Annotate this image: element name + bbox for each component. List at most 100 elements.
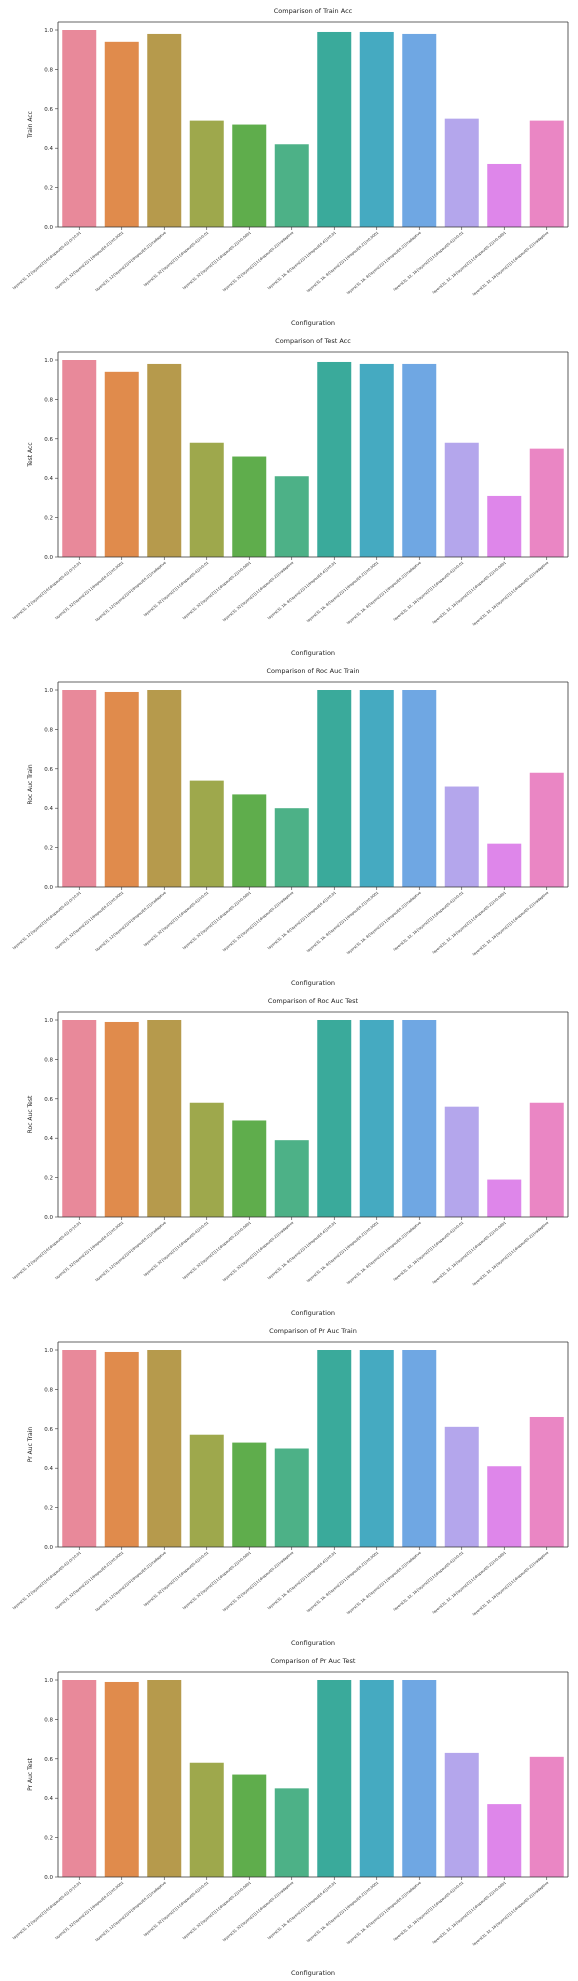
x-tick-label: layers[3], 16, 8{layers[2]}1{dropout[0.4… [267,231,337,291]
bar [487,1466,522,1547]
bar [232,1442,267,1547]
bar [104,1681,139,1877]
bar [189,1762,224,1877]
x-tick-label: layers[3], 16, 8{layers[2]}1{dropout[0.2… [346,1880,422,1945]
x-tick-label: layers[3], 16, 8{layers[2]}1{dropout[0.2… [306,231,379,293]
y-tick-label: 0.2 [44,1836,53,1842]
bar [402,33,437,227]
x-tick-label: layers[3], 12{layers[2]}0{dropout[0.2]}l… [95,1880,168,1942]
x-tick-label: layers[3], 32{layers[2]}1{dropout[0.2]}l… [222,890,295,952]
bar [359,1020,394,1217]
bar [487,163,522,227]
bar [402,1680,437,1877]
chart-panel: Comparison of Roc Auc Test 0.0 0.2 0.4 0.6 0.… [12,997,569,1317]
bar [104,41,139,227]
bar [317,361,352,557]
y-tick-label: 0.2 [44,1506,53,1512]
x-tick-label: layers[3], 32, 16{layers[2]}1{dropout[0.… [432,891,507,955]
bar [274,1448,309,1547]
x-tick-label: layers[3], 32, 16{layers[2]}1{dropout[0.… [393,1881,465,1942]
x-tick-label: layers[3], 12{layers[2]}0{dropout[0.4]}{… [12,1881,82,1941]
x-tick-label: layers[3], 16, 8{layers[2]}1{dropout[0.4… [267,1881,337,1941]
bar [529,772,564,887]
x-axis-label: Configuration [291,1969,335,1977]
y-axis-label: Test Acc [27,442,34,467]
x-tick-label: layers[3], 32{layers[2]}1{dropout[0.2]}l… [182,561,252,621]
bar [444,1106,479,1217]
x-tick-label: layers[3], 16, 8{layers[2]}1{dropout[0.2… [306,561,379,623]
x-axis-label: Configuration [291,649,335,657]
bar [444,1752,479,1877]
x-tick-label: layers[3], 32, 16{layers[2]}1{dropout[0.… [393,891,465,952]
x-tick-label: layers[3], 32{layers[2]}1{dropout[0.2]}l… [182,1881,252,1941]
chart-title: Comparison of Roc Auc Train [267,667,360,675]
bar [317,1680,352,1877]
chart-panel: Comparison of Test Acc 0.0 0.2 0.4 0.6 0.8 1.0… [12,337,569,657]
x-tick-label: layers[3], 32, 16{layers[2]}1{dropout[0.… [472,560,550,626]
y-tick-label: 0.4 [44,476,53,482]
bar [529,448,564,557]
bar [274,1140,309,1217]
y-tick-label: 0.4 [44,806,53,812]
y-tick-label: 0.8 [44,1057,53,1063]
y-tick-label: 0.2 [44,186,53,192]
x-tick-label: layers[3], 16, 8{layers[2]}1{dropout[0.2… [346,890,422,955]
x-tick-label: layers[3], 32{layers[2]}1{dropout[0.2]}l… [55,561,125,621]
x-tick-label: layers[3], 32, 16{layers[2]}1{dropout[0.… [432,231,507,295]
x-tick-label: layers[3], 32{layers[2]}1{dropout[0.2]}l… [222,1550,295,1612]
bar [232,794,267,887]
y-tick-label: 1.0 [44,1018,53,1024]
chart-title: Comparison of Pr Auc Test [271,1657,356,1665]
y-tick-label: 0.6 [44,767,53,773]
bar [274,476,309,557]
bar [529,1102,564,1217]
x-tick-label: layers[3], 16, 8{layers[2]}1{dropout[0.4… [267,891,337,951]
bar [402,1350,437,1547]
y-tick-label: 0.8 [44,727,53,733]
x-tick-label: layers[3], 16, 8{layers[2]}1{dropout[0.4… [267,561,337,621]
bar [147,33,182,227]
x-tick-label: layers[3], 32{layers[2]}1{dropout[0.2]}l… [55,891,125,951]
x-tick-label: layers[3], 32, 16{layers[2]}1{dropout[0.… [472,1550,550,1616]
y-tick-label: 0.6 [44,1757,53,1763]
bar [444,118,479,227]
x-tick-label: layers[3], 32{layers[2]}1{dropout[0.2]}l… [55,1881,125,1941]
bar [189,442,224,557]
y-tick-label: 0.8 [44,397,53,403]
y-tick-label: 0.0 [44,1875,53,1881]
x-tick-label: layers[3], 32{layers[2]}1{dropout[0.2]}l… [222,560,295,622]
y-axis-label: Pr Auc Train [27,1427,34,1463]
x-tick-label: layers[3], 32, 16{layers[2]}1{dropout[0.… [432,1551,507,1615]
y-tick-label: 0.8 [44,1387,53,1393]
x-axis-label: Configuration [291,319,335,327]
bar [317,1020,352,1217]
bar [487,843,522,887]
y-tick-label: 0.0 [44,1215,53,1221]
bar [147,1020,182,1217]
x-tick-label: layers[3], 12{layers[2]}0{dropout[0.4]}{… [12,561,82,621]
bar [62,360,97,557]
y-axis-label: Train Acc [27,111,34,139]
x-tick-label: layers[3], 32, 16{layers[2]}1{dropout[0.… [432,561,507,625]
bar [147,1680,182,1877]
bar [147,690,182,887]
chart-title: Comparison of Test Acc [275,337,351,345]
bar [274,808,309,887]
bar [444,442,479,557]
bar [189,120,224,227]
x-tick-label: layers[3], 16, 8{layers[2]}1{dropout[0.2… [306,1881,379,1943]
bar [487,495,522,557]
bar [62,690,97,887]
bar [274,1788,309,1877]
bar [402,690,437,887]
x-tick-label: layers[3], 16, 8{layers[2]}1{dropout[0.2… [346,1220,422,1285]
y-axis-label: Pr Auc Test [27,1757,34,1790]
x-tick-label: layers[3], 16, 8{layers[2]}1{dropout[0.2… [346,230,422,295]
y-tick-label: 0.6 [44,1427,53,1433]
bar [189,1102,224,1217]
y-tick-label: 0.0 [44,225,53,231]
x-tick-label: layers[3], 12{layers[2]}0{dropout[0.4]}{… [12,891,82,951]
x-tick-label: layers[3], 12{layers[2]}0{dropout[0.2]}l… [95,1220,168,1282]
bar [104,371,139,557]
x-tick-label: layers[3], 12{layers[2]}0{dropout[0.4]}{… [12,1221,82,1281]
